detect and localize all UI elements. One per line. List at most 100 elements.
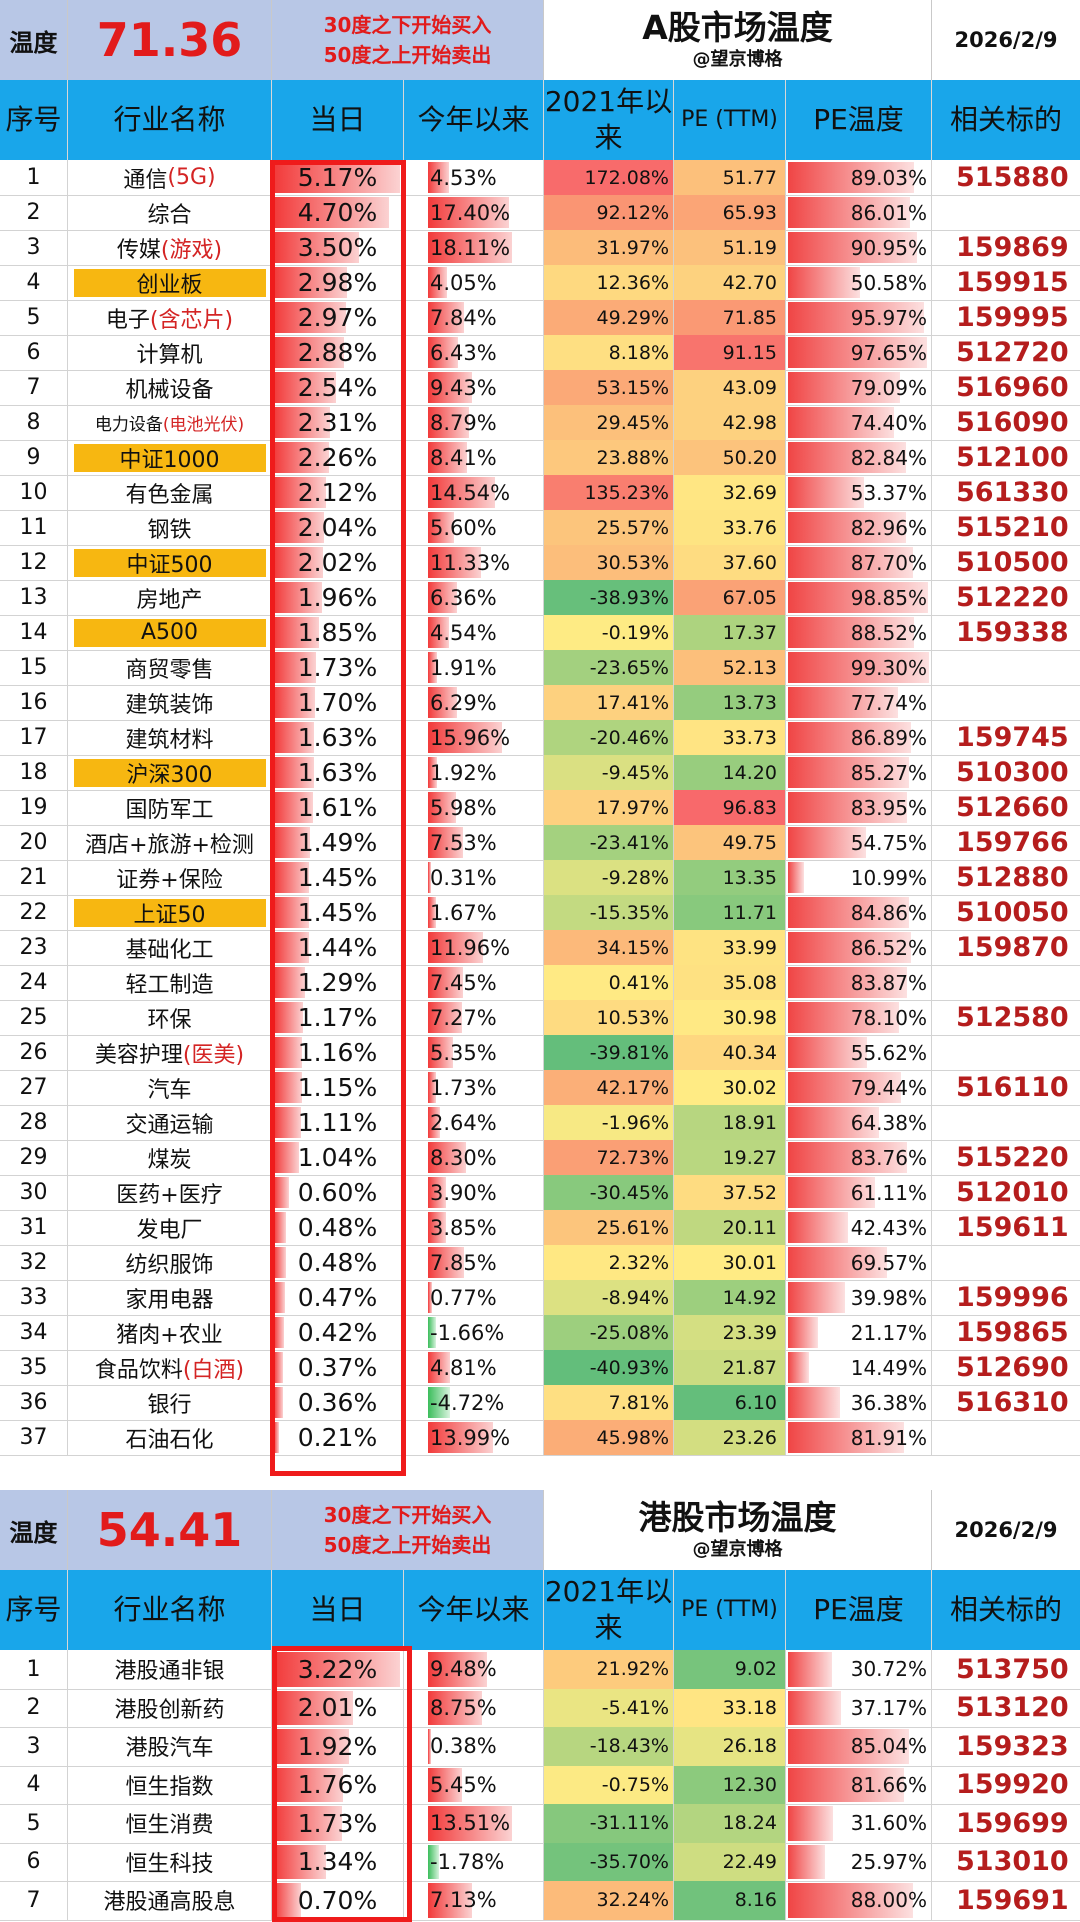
pe-ttm: 67.05 <box>674 580 786 615</box>
related-etf-code[interactable]: 515220 <box>932 1140 1080 1175</box>
since-2021-change: -38.93% <box>544 580 674 615</box>
daily-change: 1.63% <box>272 720 404 755</box>
related-etf-code[interactable]: 515210 <box>932 510 1080 545</box>
related-etf-code[interactable] <box>932 650 1080 685</box>
related-etf-code[interactable]: 516310 <box>932 1385 1080 1420</box>
pe-temperature-value: 88.00% <box>851 1888 927 1912</box>
related-etf-code[interactable] <box>932 1035 1080 1070</box>
related-etf-code[interactable]: 513010 <box>932 1843 1080 1882</box>
related-etf-code[interactable]: 159699 <box>932 1804 1080 1843</box>
ytd-change-value: 6.36% <box>430 586 497 610</box>
ytd-change: -1.66% <box>404 1315 544 1350</box>
col-header-day: 当日 <box>272 1570 404 1650</box>
related-etf-code[interactable]: 561330 <box>932 475 1080 510</box>
related-etf-code[interactable]: 512720 <box>932 335 1080 370</box>
related-etf-code[interactable]: 510300 <box>932 755 1080 790</box>
industry-name: 有色金属 <box>68 475 272 510</box>
related-etf-code[interactable]: 515880 <box>932 160 1080 195</box>
daily-change-value: 3.22% <box>298 1655 377 1684</box>
pe-temperature: 97.65% <box>786 335 932 370</box>
related-etf-code[interactable]: 159766 <box>932 825 1080 860</box>
pe-temperature: 81.66% <box>786 1766 932 1805</box>
related-etf-code[interactable]: 513750 <box>932 1650 1080 1689</box>
daily-change: 2.97% <box>272 300 404 335</box>
since-2021-change: -0.75% <box>544 1766 674 1805</box>
related-etf-code[interactable]: 510050 <box>932 895 1080 930</box>
pe-ttm: 19.27 <box>674 1140 786 1175</box>
related-etf-code[interactable] <box>932 1105 1080 1140</box>
daily-change: 1.85% <box>272 615 404 650</box>
table-row: 29 煤炭 1.04% 8.30% 72.73% 19.27 83.76% 515220 <box>0 1140 1080 1176</box>
related-etf-code[interactable]: 159338 <box>932 615 1080 650</box>
daily-change: 0.48% <box>272 1245 404 1280</box>
author: @望京博格 <box>693 1538 783 1562</box>
pe-ttm: 30.02 <box>674 1070 786 1105</box>
industry-name: 商贸零售 <box>68 650 272 685</box>
ytd-change-value: -1.66% <box>430 1321 504 1345</box>
header-bar: 温度 71.36 30度之下开始买入 50度之上开始卖出 A股市场温度 @望京博格 2026… <box>0 0 1080 81</box>
related-etf-code[interactable]: 513120 <box>932 1689 1080 1728</box>
since-2021-change: 42.17% <box>544 1070 674 1105</box>
related-etf-code[interactable]: 512880 <box>932 860 1080 895</box>
related-etf-code[interactable]: 159870 <box>932 930 1080 965</box>
related-etf-code[interactable]: 159915 <box>932 265 1080 300</box>
industry-name: 食品饮料 (白酒) <box>68 1350 272 1385</box>
related-etf-code[interactable]: 159745 <box>932 720 1080 755</box>
since-2021-change: 92.12% <box>544 195 674 230</box>
pe-temperature-value: 98.85% <box>851 586 927 610</box>
related-etf-code[interactable]: 516110 <box>932 1070 1080 1105</box>
related-etf-code[interactable] <box>932 1245 1080 1280</box>
ytd-change: 5.45% <box>404 1766 544 1805</box>
related-etf-code[interactable]: 159920 <box>932 1766 1080 1805</box>
related-etf-code[interactable]: 512690 <box>932 1350 1080 1385</box>
ytd-change: 3.90% <box>404 1175 544 1210</box>
daily-change-value: 1.61% <box>298 793 377 822</box>
related-etf-code[interactable]: 159869 <box>932 230 1080 265</box>
related-etf-code[interactable]: 512100 <box>932 440 1080 475</box>
daily-change: 1.61% <box>272 790 404 825</box>
ytd-change: 8.41% <box>404 440 544 475</box>
related-etf-code[interactable]: 512220 <box>932 580 1080 615</box>
pe-temperature: 85.27% <box>786 755 932 790</box>
daily-change: 1.73% <box>272 650 404 685</box>
related-etf-code[interactable]: 159995 <box>932 300 1080 335</box>
related-etf-code[interactable] <box>932 195 1080 230</box>
industry-tag: (电池光伏) <box>163 410 244 435</box>
row-index: 17 <box>0 720 68 755</box>
related-etf-code[interactable]: 512660 <box>932 790 1080 825</box>
table-row: 6 计算机 2.88% 6.43% 8.18% 91.15 97.65% 512720 <box>0 335 1080 371</box>
daily-change-value: 2.01% <box>298 1693 377 1722</box>
related-etf-code[interactable]: 159691 <box>932 1881 1080 1920</box>
pe-ttm: 33.76 <box>674 510 786 545</box>
related-etf-code[interactable] <box>932 685 1080 720</box>
row-index: 12 <box>0 545 68 580</box>
daily-change-bar <box>274 1422 279 1453</box>
ytd-change-value: 15.96% <box>430 726 510 750</box>
related-etf-code[interactable]: 159611 <box>932 1210 1080 1245</box>
pe-temperature-value: 82.96% <box>851 516 927 540</box>
related-etf-code[interactable] <box>932 1420 1080 1455</box>
row-index: 16 <box>0 685 68 720</box>
industry-name: 计算机 <box>68 335 272 370</box>
pe-temperature-value: 21.17% <box>851 1321 927 1345</box>
industry-name: 中证1000 <box>68 440 272 475</box>
daily-change: 3.50% <box>272 230 404 265</box>
pe-temperature: 86.52% <box>786 930 932 965</box>
related-etf-code[interactable]: 512580 <box>932 1000 1080 1035</box>
related-etf-code[interactable]: 516090 <box>932 405 1080 440</box>
table-row: 36 银行 0.36% -4.72% 7.81% 6.10 36.38% 516310 <box>0 1385 1080 1421</box>
daily-change-value: 2.88% <box>298 338 377 367</box>
related-etf-code[interactable]: 516960 <box>932 370 1080 405</box>
ytd-change: 6.29% <box>404 685 544 720</box>
related-etf-code[interactable]: 512010 <box>932 1175 1080 1210</box>
since-2021-change: 23.88% <box>544 440 674 475</box>
daily-change: 2.31% <box>272 405 404 440</box>
related-etf-code[interactable]: 159865 <box>932 1315 1080 1350</box>
pe-temperature: 74.40% <box>786 405 932 440</box>
related-etf-code[interactable]: 159996 <box>932 1280 1080 1315</box>
pe-temperature: 25.97% <box>786 1843 932 1882</box>
related-etf-code[interactable] <box>932 965 1080 1000</box>
related-etf-code[interactable]: 510500 <box>932 545 1080 580</box>
related-etf-code[interactable]: 159323 <box>932 1727 1080 1766</box>
